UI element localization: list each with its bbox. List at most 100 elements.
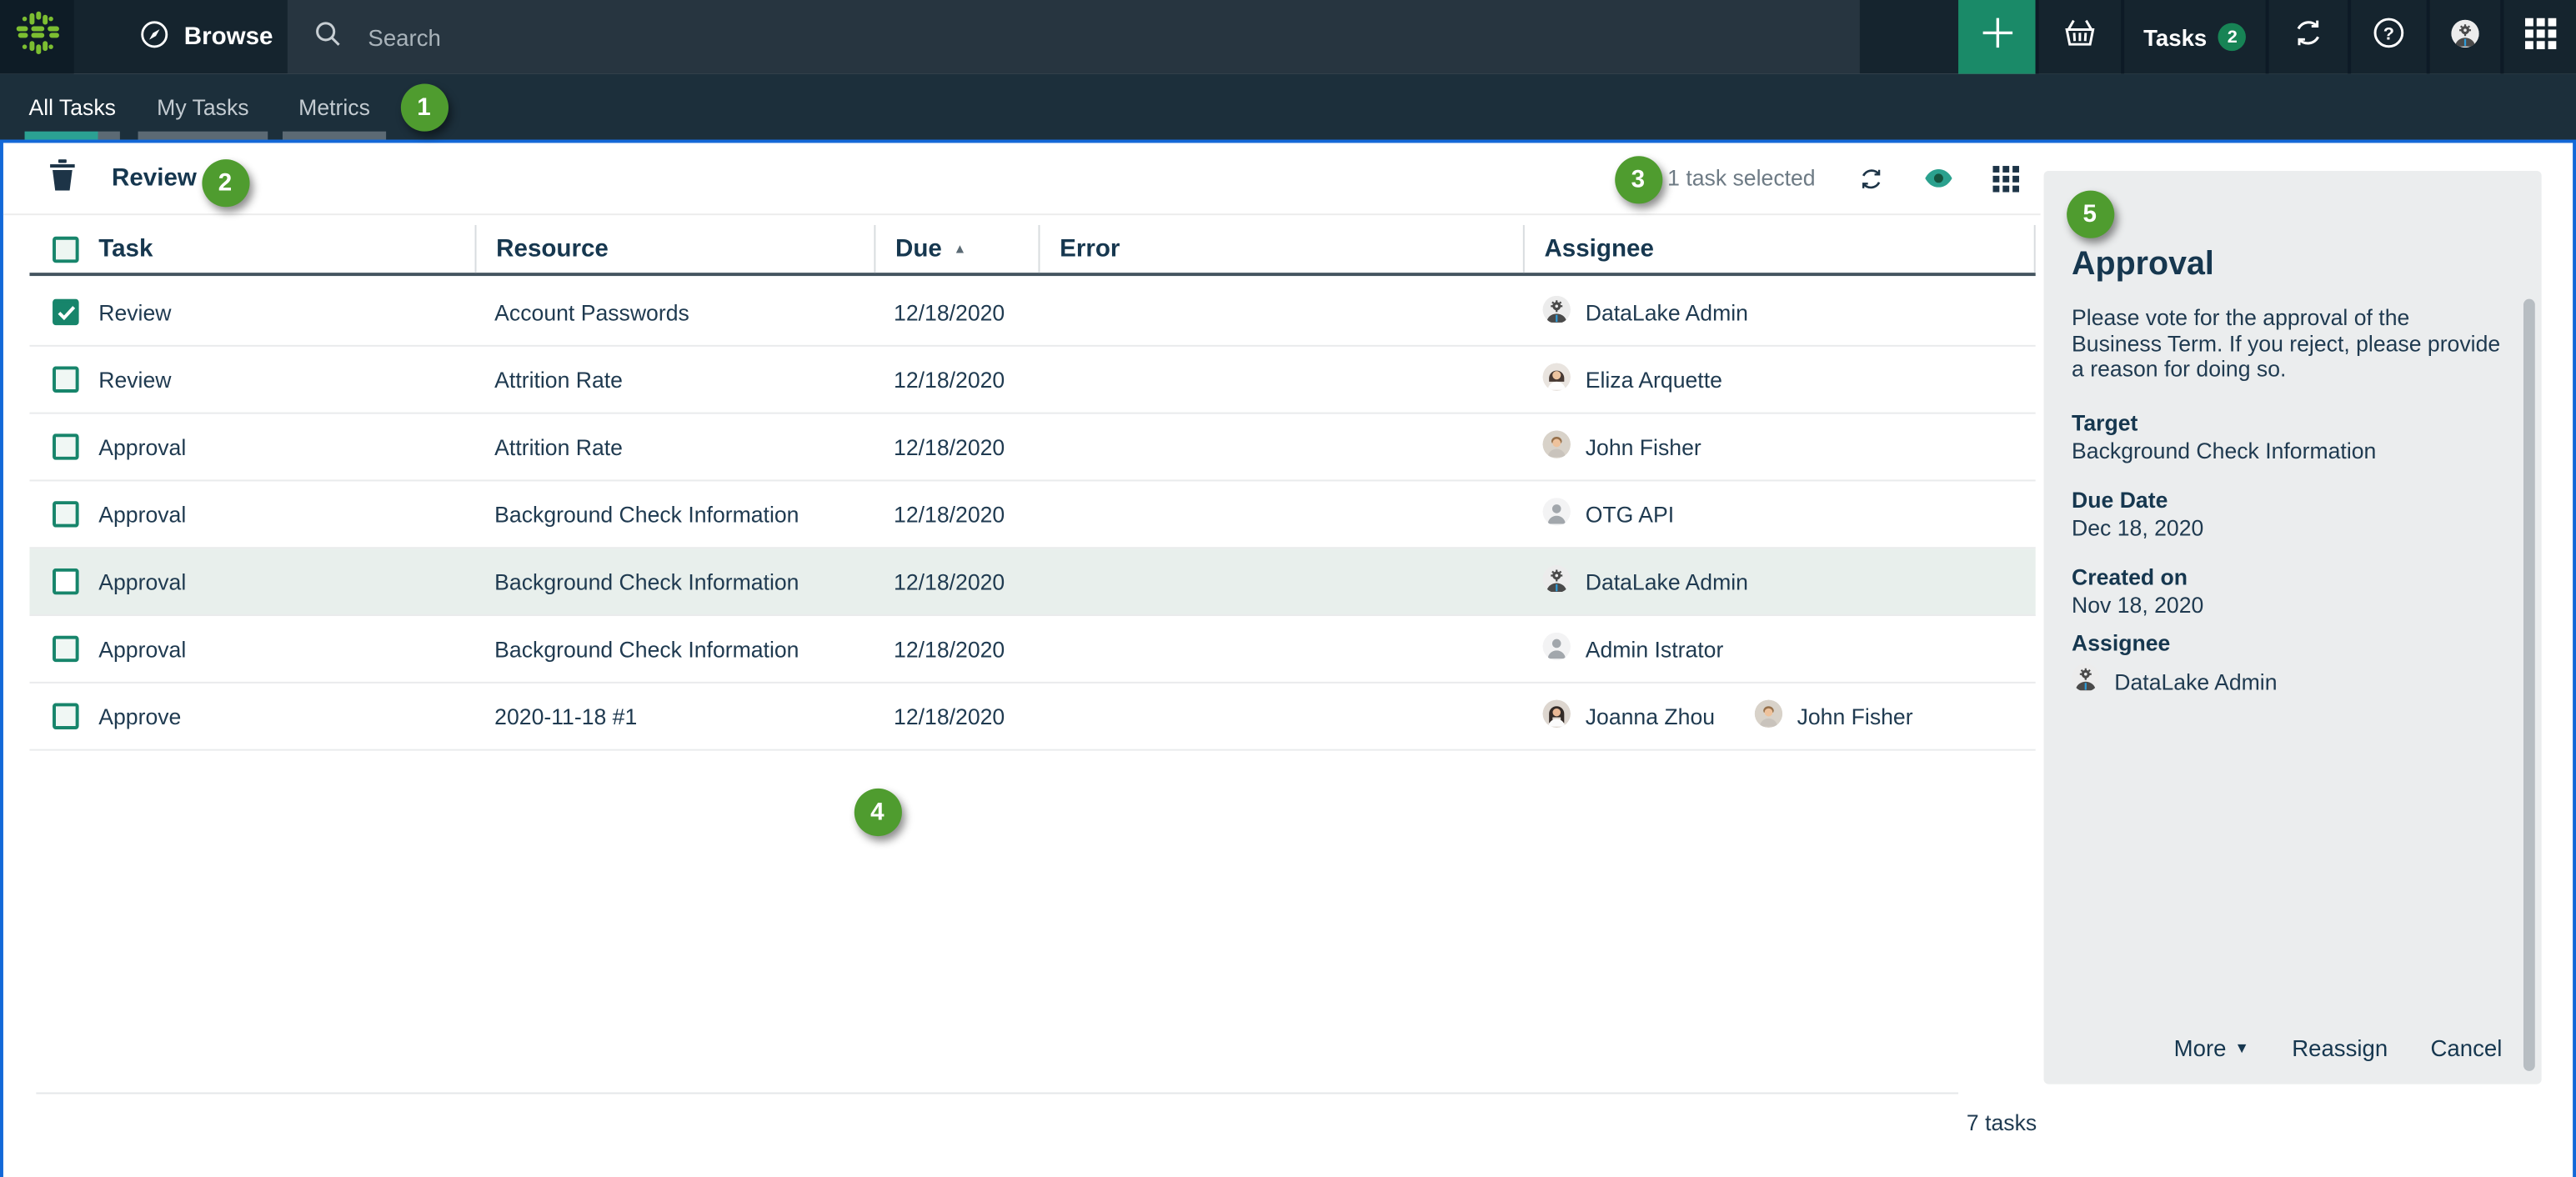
task-cell: Review — [29, 298, 474, 326]
view-eye-icon[interactable] — [1924, 168, 1953, 189]
reassign-button[interactable]: Reassign — [2292, 1034, 2388, 1062]
assignee-cell: DataLake Admin — [1523, 295, 2036, 328]
task-detail-panel: Approval Please vote for the approval of… — [2043, 170, 2542, 1084]
resource-cell: Background Check Information — [494, 502, 799, 527]
table-row[interactable]: Approval Background Check Information 12/1… — [29, 548, 2036, 617]
assignee-chip[interactable]: Joanna Zhou — [1542, 699, 1716, 733]
assignee-chip[interactable]: Admin Istrator — [1542, 632, 1724, 665]
table-row[interactable]: Approval Attrition Rate 12/18/2020 John Fis… — [29, 414, 2036, 482]
assignee-avatar — [1542, 430, 1571, 463]
toolbar-title: Review — [112, 164, 197, 193]
selection-status: 1 task selected — [1667, 166, 1816, 191]
task-type-label: Approval — [98, 636, 187, 662]
table-row[interactable]: Review Account Passwords 12/18/2020 DataLak… — [29, 279, 2036, 347]
table-row[interactable]: Approve 2020-11-18 #1 12/18/2020 Joanna Zho… — [29, 684, 2036, 751]
assignee-cell: DataLake Admin — [1523, 564, 2036, 598]
assignee-cell: Joanna Zhou John Fisher — [1523, 699, 2036, 733]
tab-indicator — [138, 131, 268, 140]
create-button[interactable] — [1958, 0, 2036, 74]
assignee-chip[interactable]: DataLake Admin — [1542, 564, 1748, 598]
panel-title: Approval — [2072, 246, 2214, 283]
row-checkbox[interactable] — [53, 433, 79, 460]
tab-all-tasks-label: All Tasks — [28, 94, 116, 119]
panel-scrollbar[interactable] — [2523, 298, 2535, 1071]
column-header-error[interactable]: Error — [1038, 224, 1522, 273]
task-cell: Approval — [29, 501, 474, 528]
assignee-avatar — [1542, 498, 1571, 530]
row-checkbox[interactable] — [53, 366, 79, 393]
row-checkbox[interactable] — [53, 501, 79, 528]
annotation-badge-2: 2 — [201, 158, 249, 207]
table-row[interactable]: Approval Background Check Information 12/1… — [29, 616, 2036, 684]
task-toolbar: Review 1 task selected — [3, 143, 2041, 216]
task-type-label: Review — [98, 299, 172, 325]
assignee-cell: OTG API — [1523, 498, 2036, 530]
help-button[interactable]: ? — [2348, 0, 2427, 74]
task-cell: Approval — [29, 568, 474, 595]
sort-asc-icon: ▲ — [953, 241, 967, 257]
tab-metrics[interactable]: Metrics — [282, 74, 387, 140]
table-row[interactable]: Approval Background Check Information 12/1… — [29, 481, 2036, 549]
top-navbar: Browse Search — [0, 0, 2576, 74]
annotation-badge-1: 1 — [399, 83, 449, 131]
annotation-badge-5: 5 — [2066, 189, 2114, 238]
task-cell: Approval — [29, 635, 474, 663]
task-type-label: Approval — [98, 502, 187, 527]
row-checkbox-checked[interactable] — [53, 298, 79, 326]
chevron-down-icon: ▼ — [2234, 1039, 2249, 1057]
app-logo[interactable] — [0, 0, 74, 74]
refresh-icon[interactable] — [1858, 165, 1885, 192]
resource-cell: 2020-11-18 #1 — [494, 704, 638, 729]
column-header-assignee[interactable]: Assignee — [1522, 224, 2036, 273]
table-view-icon[interactable] — [1992, 165, 2019, 192]
browse-button[interactable]: Browse — [74, 0, 288, 74]
tab-my-tasks[interactable]: My Tasks — [138, 74, 268, 140]
table-body: Review Account Passwords 12/18/2020 DataLak… — [29, 279, 2036, 751]
panel-field-created-on: Created on Nov 18, 2020 — [2072, 564, 2204, 618]
select-all-checkbox[interactable] — [53, 235, 79, 263]
more-button[interactable]: More ▼ — [2173, 1034, 2249, 1062]
compass-icon — [140, 19, 169, 55]
row-checkbox[interactable] — [53, 703, 79, 729]
navbar-actions: Tasks 2 ? — [1958, 0, 2576, 74]
task-cell: Review — [29, 366, 474, 393]
annotation-badge-4: 4 — [853, 787, 901, 836]
sync-button[interactable] — [2265, 0, 2348, 74]
plus-icon — [1981, 17, 2013, 58]
assignee-avatar — [1542, 363, 1571, 396]
collibra-logo-icon — [14, 10, 60, 64]
assignee-chip[interactable]: Eliza Arquette — [1542, 363, 1722, 396]
row-checkbox[interactable] — [53, 568, 79, 595]
column-header-resource[interactable]: Resource — [474, 224, 875, 273]
assignee-chip[interactable]: DataLake Admin — [1542, 295, 1748, 328]
assignee-name: Admin Istrator — [1585, 636, 1724, 662]
sync-icon — [2292, 17, 2324, 58]
table-header: Task Resource Due ▲ Error Assignee — [29, 224, 2036, 277]
column-header-task[interactable]: Task — [29, 225, 474, 273]
task-cell: Approval — [29, 433, 474, 460]
due-cell: 12/18/2020 — [894, 367, 1005, 393]
cancel-button[interactable]: Cancel — [2430, 1034, 2503, 1062]
tab-all-tasks[interactable]: All Tasks — [24, 74, 120, 140]
delete-icon[interactable] — [49, 158, 76, 198]
assignee-avatar — [1542, 564, 1571, 598]
column-header-due[interactable]: Due ▲ — [874, 224, 1038, 273]
resource-cell: Background Check Information — [494, 568, 799, 594]
row-checkbox[interactable] — [53, 635, 79, 663]
tasks-label: Tasks — [2143, 23, 2208, 51]
tasks-button[interactable]: Tasks 2 — [2121, 0, 2266, 74]
assignee-name: Joanna Zhou — [1585, 704, 1716, 729]
assignee-name: OTG API — [1585, 502, 1675, 527]
assignee-chip[interactable]: John Fisher — [1542, 430, 1701, 463]
assignee-name: John Fisher — [1797, 704, 1913, 729]
user-avatar-button[interactable] — [2426, 0, 2501, 74]
due-cell: 12/18/2020 — [894, 299, 1005, 325]
tab-active-indicator — [24, 131, 120, 140]
assignee-chip[interactable]: John Fisher — [1754, 699, 1913, 733]
apps-grid-button[interactable] — [2500, 0, 2576, 74]
assignee-chip[interactable]: OTG API — [1542, 498, 1674, 530]
assignee-avatar — [1542, 295, 1571, 328]
shopping-basket-button[interactable] — [2035, 0, 2122, 74]
search-input[interactable]: Search — [287, 0, 1860, 74]
table-row[interactable]: Review Attrition Rate 12/18/2020 Eliza Arqu… — [29, 347, 2036, 414]
